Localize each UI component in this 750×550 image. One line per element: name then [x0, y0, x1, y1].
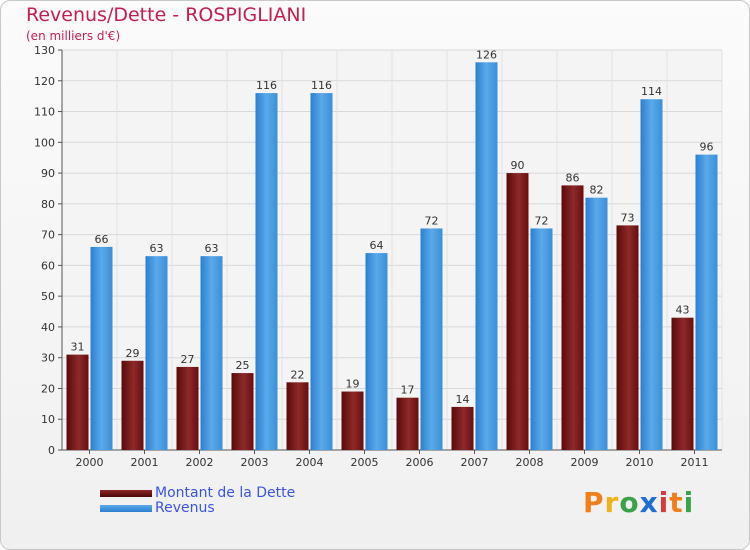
- x-tick-label: 2001: [131, 456, 159, 469]
- bar-revenus: [200, 256, 223, 450]
- data-label: 126: [476, 48, 497, 61]
- y-tick-label: 130: [34, 44, 55, 57]
- bar-debt: [341, 391, 364, 450]
- bar-debt: [561, 185, 584, 450]
- x-tick-label: 2004: [296, 456, 324, 469]
- x-tick-label: 2008: [516, 456, 544, 469]
- data-label: 19: [346, 378, 360, 391]
- logo-letter: o: [619, 486, 640, 519]
- data-label: 82: [590, 184, 604, 197]
- legend-swatch-revenus: [100, 505, 152, 512]
- data-label: 90: [511, 159, 525, 172]
- chart-title: Revenus/Dette - ROSPIGLIANI: [26, 4, 307, 26]
- bar-debt: [176, 366, 199, 450]
- x-tick-label: 2006: [406, 456, 434, 469]
- bar-revenus: [640, 99, 663, 450]
- data-label: 17: [401, 384, 415, 397]
- data-label: 96: [700, 141, 714, 154]
- logo-letter: P: [583, 486, 605, 519]
- bar-revenus: [420, 228, 443, 450]
- bar-debt: [506, 173, 529, 451]
- y-tick-label: 70: [41, 229, 55, 242]
- grid-lines: [61, 49, 723, 451]
- y-tick-label: 60: [41, 259, 55, 272]
- x-tick-label: 2002: [186, 456, 214, 469]
- data-label: 116: [256, 79, 277, 92]
- bar-revenus: [255, 93, 278, 451]
- data-label: 64: [370, 239, 384, 252]
- bar-debt: [616, 225, 639, 450]
- x-tick-label: 2011: [681, 456, 709, 469]
- bar-debt: [66, 354, 89, 450]
- bar-revenus: [695, 154, 718, 450]
- data-label: 63: [150, 242, 164, 255]
- y-tick-label: 40: [41, 321, 55, 334]
- x-tick-label: 2000: [76, 456, 104, 469]
- data-label: 27: [181, 353, 195, 366]
- bar-debt: [671, 317, 694, 450]
- data-label: 63: [205, 242, 219, 255]
- logo-letter: i: [683, 486, 695, 519]
- logo-letter: r: [604, 486, 620, 519]
- x-tick-label: 2005: [351, 456, 379, 469]
- y-tick-label: 20: [41, 382, 55, 395]
- bar-debt: [286, 382, 309, 450]
- axes: [58, 49, 722, 454]
- data-label: 22: [291, 368, 305, 381]
- logo-letter: x: [639, 486, 659, 519]
- data-label: 43: [676, 304, 690, 317]
- bar-revenus: [310, 93, 333, 451]
- bar-debt: [121, 360, 144, 450]
- x-tick-label: 2003: [241, 456, 269, 469]
- data-label: 31: [71, 341, 85, 354]
- x-tick-label: 2007: [461, 456, 489, 469]
- data-label: 72: [425, 214, 439, 227]
- bar-revenus: [475, 62, 498, 451]
- labels: 0 10 20 30 40 50 60 70 80 90 100 110 120 130 2000 31 66 2…: [34, 44, 714, 469]
- data-label: 25: [236, 359, 250, 372]
- legend-label-revenus: Revenus: [155, 500, 215, 516]
- bar-revenus: [365, 253, 388, 450]
- bar-debt: [451, 406, 474, 450]
- bar-revenus: [145, 256, 168, 450]
- data-label: 86: [566, 171, 580, 184]
- y-tick-label: 30: [41, 352, 55, 365]
- data-label: 116: [311, 79, 332, 92]
- bar-debt: [231, 373, 254, 450]
- bars: [66, 62, 718, 451]
- logo-letter: t: [669, 486, 684, 519]
- y-tick-label: 0: [48, 444, 55, 457]
- x-tick-label: 2010: [626, 456, 654, 469]
- data-label: 66: [95, 233, 109, 246]
- legend-swatch-debt: [100, 490, 152, 497]
- logo-letter: i: [658, 486, 670, 519]
- y-tick-label: 80: [41, 198, 55, 211]
- data-label: 72: [535, 214, 549, 227]
- y-tick-label: 110: [34, 106, 55, 119]
- x-tick-label: 2009: [571, 456, 599, 469]
- proxiti-logo: Proxiti: [583, 486, 694, 519]
- data-label: 114: [641, 85, 662, 98]
- data-label: 29: [126, 347, 140, 360]
- y-tick-label: 90: [41, 167, 55, 180]
- y-tick-label: 100: [34, 136, 55, 149]
- y-tick-label: 120: [34, 75, 55, 88]
- bar-debt: [396, 397, 419, 450]
- y-tick-label: 10: [41, 413, 55, 426]
- legend-label-debt: Montant de la Dette: [155, 485, 296, 501]
- bar-revenus: [585, 197, 608, 450]
- y-tick-label: 50: [41, 290, 55, 303]
- bar-revenus: [90, 246, 113, 450]
- data-label: 73: [621, 211, 635, 224]
- data-label: 14: [456, 393, 470, 406]
- bar-revenus: [530, 228, 553, 450]
- chart-subtitle: (en milliers d'€): [26, 29, 121, 43]
